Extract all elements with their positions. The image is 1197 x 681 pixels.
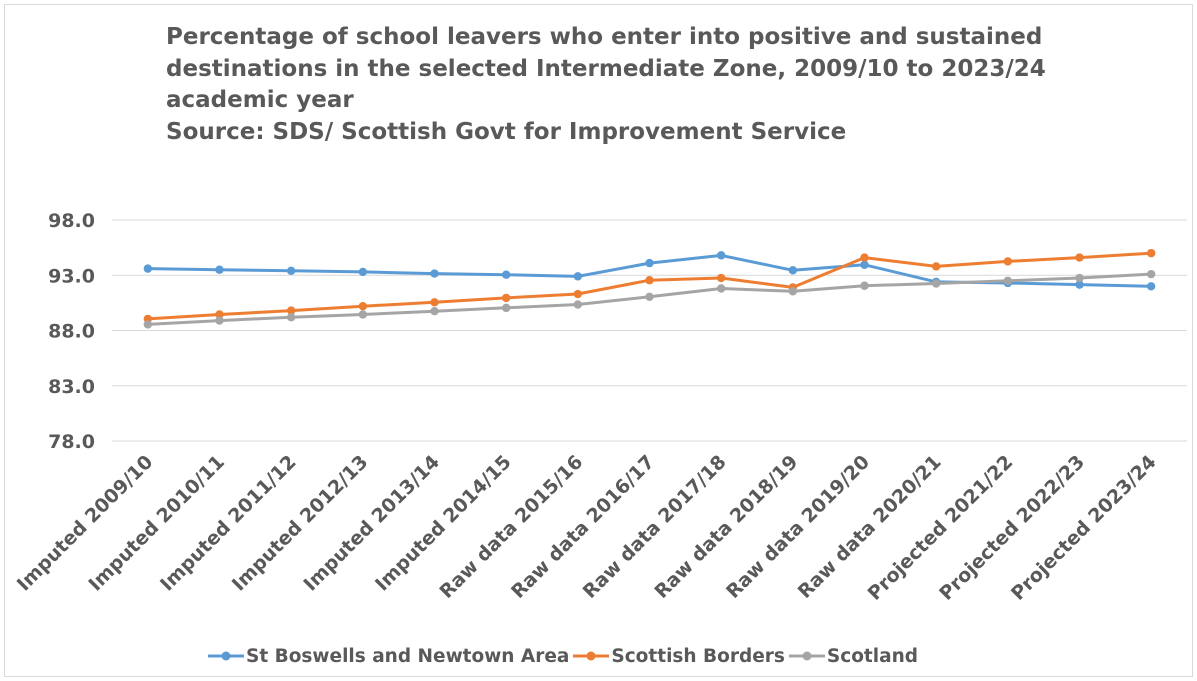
data-point	[716, 284, 726, 293]
data-point	[501, 293, 511, 303]
x-tick-label: Imputed 2011/12	[156, 451, 301, 596]
data-point	[1075, 273, 1084, 283]
data-point	[143, 320, 153, 329]
data-point	[1075, 253, 1084, 262]
title-line: Source: SDS/ Scottish Govt for Improveme…	[166, 118, 847, 145]
x-tick-label: Raw data 2019/20	[722, 451, 874, 603]
data-point	[931, 262, 941, 271]
data-point	[645, 276, 654, 285]
data-point	[1146, 282, 1156, 291]
data-point	[286, 266, 296, 276]
legend-swatch	[788, 649, 825, 663]
data-point	[358, 301, 368, 311]
x-tick-label: Raw data 2017/18	[579, 451, 731, 603]
x-tick-label: Raw data 2020/21	[794, 451, 946, 603]
data-point	[358, 267, 368, 277]
x-tick-label: Raw data 2015/16	[435, 451, 587, 603]
legend-label: St Boswells and Newtown Area	[246, 645, 570, 667]
data-point	[1075, 280, 1084, 289]
x-tick-label: Imputed 2013/14	[299, 451, 444, 596]
legend-item: Scottish Borders	[573, 646, 785, 667]
legend-swatch	[573, 649, 610, 663]
title-line: academic year	[166, 87, 354, 113]
x-tick-label: Projected 2021/22	[864, 451, 1018, 605]
y-tick-label: 98.0	[48, 210, 95, 232]
data-point	[1003, 276, 1013, 285]
legend-item: St Boswells and Newtown Area	[208, 646, 569, 667]
data-point	[286, 306, 296, 315]
x-tick-label: Imputed 2010/11	[84, 451, 229, 596]
legend: St Boswells and Newtown Area Scottish Bo…	[208, 644, 922, 668]
data-point	[860, 260, 869, 269]
x-tick-label: Imputed 2009/10	[13, 451, 158, 596]
chart-title: Percentage of school leavers who enter i…	[166, 22, 1126, 148]
data-point	[788, 287, 798, 296]
y-tick-label: 83.0	[48, 376, 95, 398]
data-point	[501, 303, 511, 313]
data-point	[1146, 269, 1156, 279]
data-point	[143, 264, 153, 273]
legend-label: Scottish Borders	[611, 645, 785, 667]
data-point	[860, 281, 869, 290]
data-point	[286, 313, 296, 322]
x-tick-label: Raw data 2018/19	[650, 451, 802, 603]
data-point	[645, 258, 654, 268]
x-tick-label: Imputed 2014/15	[371, 451, 516, 596]
legend-label: Scotland	[826, 645, 918, 667]
data-point	[573, 300, 583, 309]
data-point	[215, 316, 224, 325]
title-line: destinations in the selected Intermediat…	[166, 55, 1046, 82]
data-point	[645, 292, 654, 301]
x-tick-label: Imputed 2012/13	[228, 451, 373, 596]
data-point	[1146, 248, 1156, 258]
data-point	[430, 306, 439, 316]
data-point	[716, 251, 726, 260]
x-tick-label: Projected 2023/24	[1007, 451, 1161, 605]
x-tick-label: Projected 2022/23	[935, 451, 1089, 605]
y-tick-label: 88.0	[48, 321, 95, 343]
data-point	[788, 266, 798, 275]
title-line: Percentage of school leavers who enter i…	[166, 24, 1043, 50]
data-point	[573, 272, 583, 281]
legend-item: Scotland	[788, 645, 918, 667]
y-tick-label: 93.0	[48, 265, 95, 287]
data-point	[931, 279, 941, 288]
y-tick-label: 78.0	[48, 431, 95, 453]
x-tick-label: Raw data 2016/17	[507, 451, 659, 603]
data-point	[430, 298, 439, 307]
data-point	[573, 289, 583, 299]
data-point	[358, 310, 368, 319]
data-point	[716, 273, 726, 283]
data-point	[1003, 257, 1013, 266]
data-point	[501, 270, 511, 279]
data-point	[215, 265, 224, 274]
data-point	[430, 269, 439, 278]
chart-frame	[4, 4, 1193, 677]
data-point	[860, 253, 869, 262]
legend-swatch	[208, 649, 244, 663]
data-point	[215, 310, 224, 319]
